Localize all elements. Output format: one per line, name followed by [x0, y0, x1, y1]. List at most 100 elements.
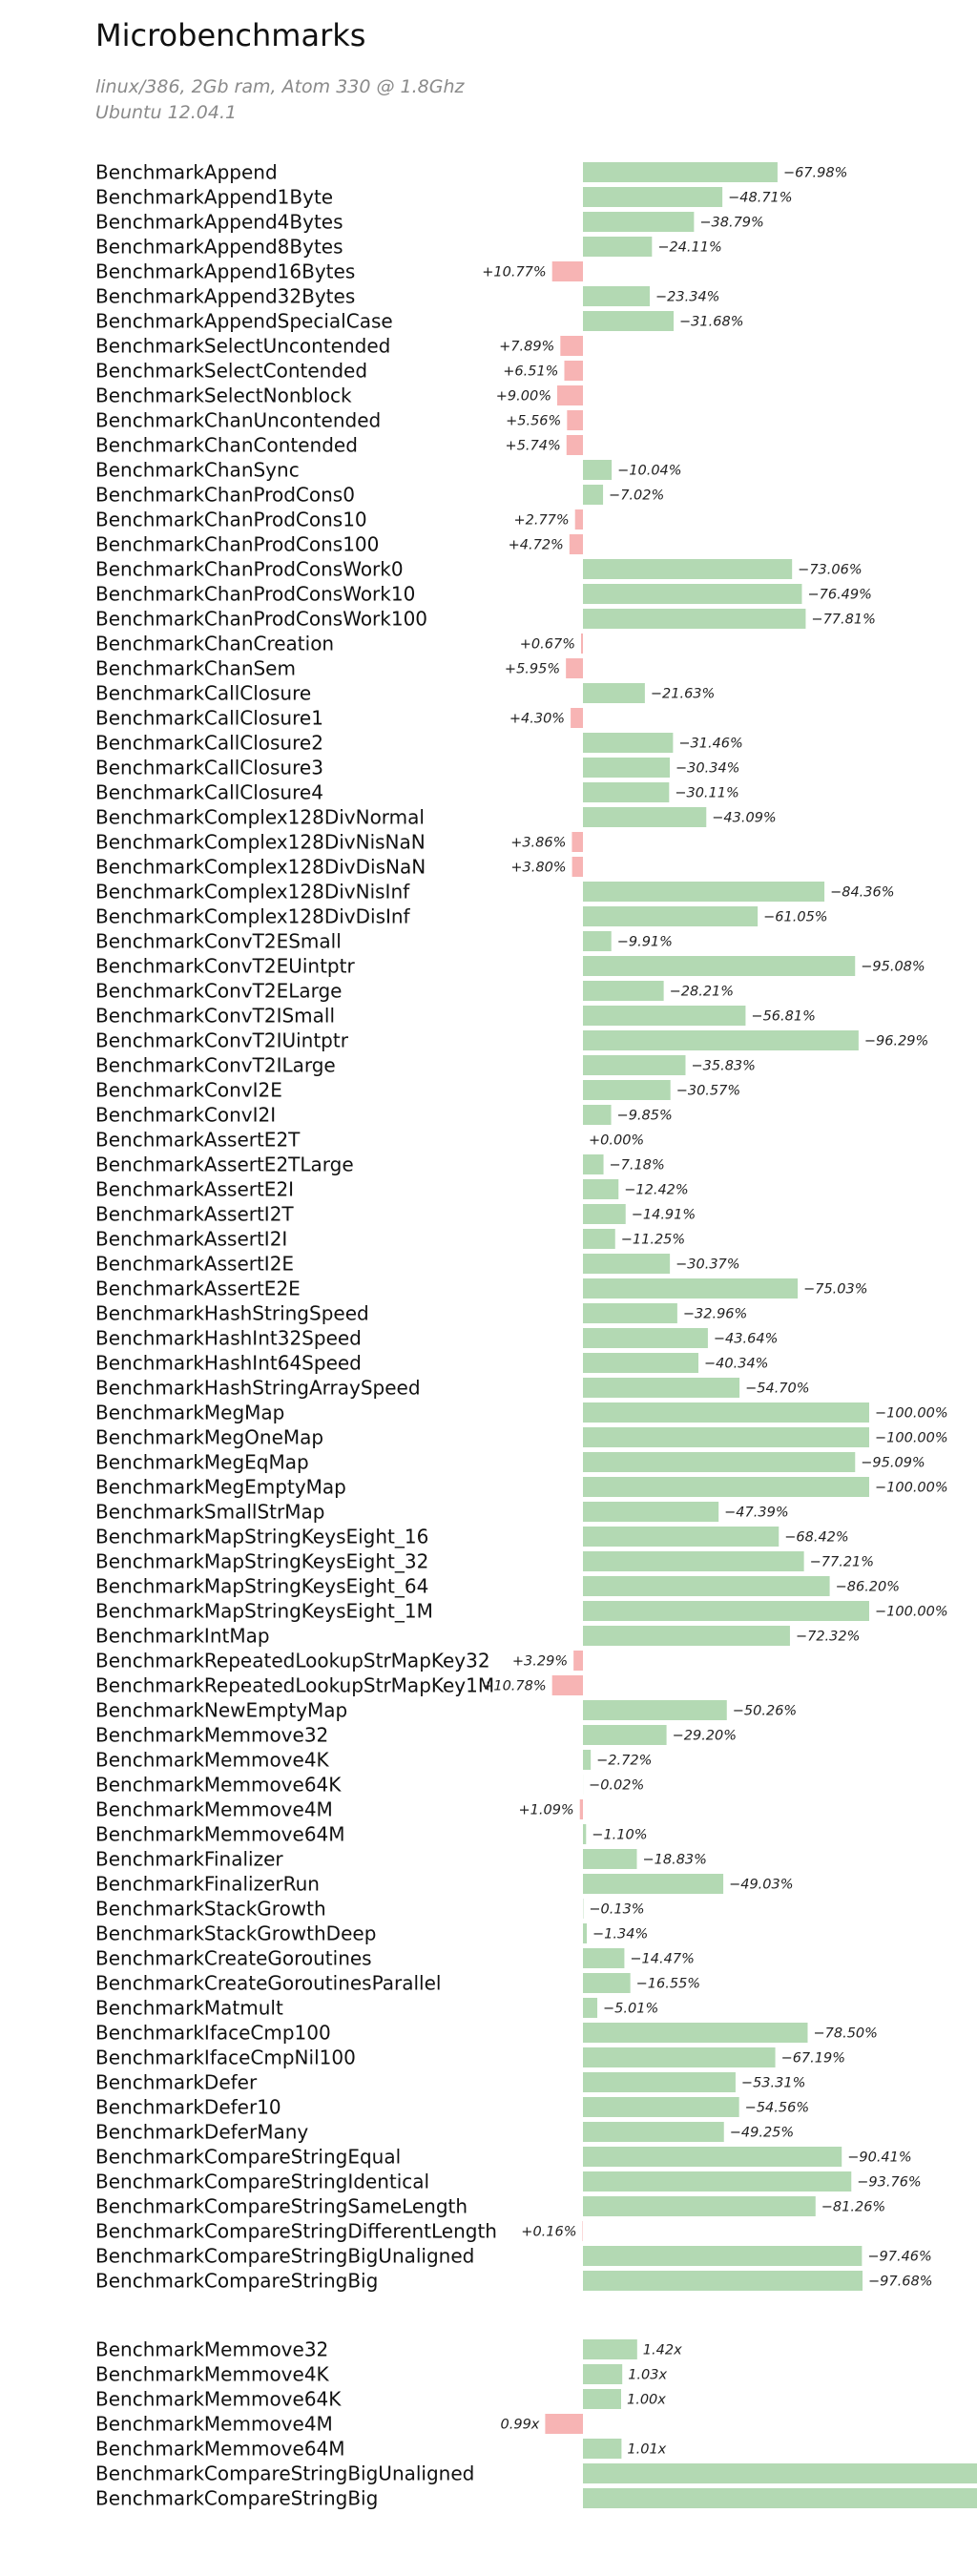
- bar-decrease: [583, 1154, 604, 1174]
- value-label: +5.74%: [506, 439, 561, 454]
- bar-decrease: [583, 1626, 790, 1646]
- category-label: BenchmarkMapStringKeysEight_16: [95, 1526, 428, 1548]
- value-label: −100.00%: [875, 1431, 948, 1446]
- bar-decrease: [583, 1849, 637, 1869]
- ratio-bar-faster: [583, 2439, 622, 2459]
- category-label: BenchmarkMegOneMap: [95, 1426, 323, 1449]
- value-label: −28.21%: [670, 985, 734, 1000]
- category-label: BenchmarkDefer: [95, 2071, 258, 2094]
- value-label: +10.77%: [482, 265, 546, 280]
- category-label: BenchmarkComplex128DivDisInf: [95, 905, 411, 928]
- value-label: −78.50%: [814, 2026, 878, 2042]
- value-label: −86.20%: [836, 1580, 900, 1595]
- ratio-bar-faster: [583, 2364, 623, 2384]
- value-label: −73.06%: [798, 563, 862, 578]
- category-label: BenchmarkCallClosure3: [95, 757, 323, 779]
- category-label: BenchmarkCompareStringSameLength: [95, 2195, 468, 2218]
- bar-increase: [551, 1675, 583, 1695]
- category-label: BenchmarkAssertI2T: [95, 1203, 294, 1226]
- subtitle-os: Ubuntu 12.04.1: [95, 102, 238, 123]
- category-label: BenchmarkDeferMany: [95, 2121, 308, 2144]
- bar-decrease: [583, 162, 778, 182]
- bar-decrease: [583, 1601, 869, 1621]
- value-label: −43.09%: [712, 811, 776, 826]
- bar-increase: [572, 832, 583, 852]
- bar-decrease: [583, 807, 707, 827]
- value-label: −97.46%: [867, 2250, 931, 2265]
- bar-increase: [551, 261, 583, 281]
- bar-decrease: [583, 1923, 588, 1943]
- category-label: BenchmarkHashStringSpeed: [95, 1302, 369, 1325]
- category-label: BenchmarkConvI2E: [95, 1079, 282, 1102]
- bar-decrease: [583, 1402, 869, 1423]
- bar-decrease: [583, 609, 806, 629]
- category-label: BenchmarkCompareStringDifferentLength: [95, 2220, 497, 2243]
- value-label: +2.77%: [513, 513, 569, 529]
- bar-decrease: [583, 237, 653, 257]
- value-label: −2.72%: [596, 1754, 652, 1769]
- category-label: BenchmarkChanContended: [95, 434, 358, 457]
- value-label: −100.00%: [875, 1481, 948, 1496]
- bar-decrease: [583, 2246, 863, 2266]
- category-label: BenchmarkMemmove64K: [95, 1774, 342, 1797]
- bar-decrease: [583, 1948, 625, 1968]
- bar-decrease: [583, 1204, 626, 1224]
- category-label: BenchmarkSelectContended: [95, 360, 367, 383]
- value-label: −81.26%: [821, 2200, 885, 2215]
- value-label: −75.03%: [803, 1282, 867, 1298]
- bar-decrease: [583, 1874, 724, 1894]
- category-label: BenchmarkConvI2I: [95, 1104, 276, 1127]
- value-label: 1.42x: [643, 2343, 682, 2358]
- bar-increase: [573, 1651, 583, 1671]
- bar-decrease: [583, 2047, 776, 2067]
- category-label: BenchmarkAssertE2E: [95, 1278, 301, 1300]
- bar-increase: [569, 534, 583, 554]
- category-label: BenchmarkMemmove64M: [95, 2438, 345, 2461]
- value-label: −40.34%: [704, 1357, 768, 1372]
- value-label: −56.81%: [751, 1009, 815, 1025]
- category-label: BenchmarkAssertE2I: [95, 1178, 294, 1201]
- value-label: −0.02%: [589, 1778, 644, 1794]
- category-label: BenchmarkAssertE2T: [95, 1129, 301, 1152]
- category-label: BenchmarkAppend32Bytes: [95, 285, 355, 308]
- bar-decrease: [583, 931, 612, 951]
- value-label: −0.13%: [589, 1902, 644, 1918]
- bar-decrease: [583, 1502, 719, 1522]
- bar-decrease: [583, 1030, 859, 1050]
- category-label: BenchmarkStackGrowth: [95, 1898, 326, 1921]
- category-label: BenchmarkChanProdCons0: [95, 484, 355, 507]
- value-label: −100.00%: [875, 1406, 948, 1422]
- bar-increase: [567, 410, 583, 430]
- category-label: BenchmarkRepeatedLookupStrMapKey1M: [95, 1674, 494, 1697]
- bar-increase: [560, 336, 583, 356]
- value-label: −54.56%: [745, 2101, 809, 2116]
- bar-decrease: [583, 1551, 804, 1571]
- value-label: −23.34%: [655, 290, 719, 305]
- category-label: BenchmarkAppendSpecialCase: [95, 310, 393, 333]
- bar-decrease: [583, 1527, 780, 1547]
- value-label: −18.83%: [642, 1853, 706, 1868]
- value-label: 0.99x: [501, 2418, 540, 2433]
- value-label: +3.80%: [510, 861, 566, 876]
- category-label: BenchmarkChanSem: [95, 657, 296, 680]
- category-label: BenchmarkRepeatedLookupStrMapKey32: [95, 1650, 490, 1672]
- bar-increase: [574, 509, 583, 530]
- bar-decrease: [583, 1229, 615, 1249]
- bar-decrease: [583, 956, 856, 976]
- value-label: −12.42%: [624, 1183, 688, 1198]
- category-label: BenchmarkCompareStringEqual: [95, 2146, 401, 2169]
- bar-decrease: [583, 584, 802, 604]
- category-label: BenchmarkConvT2ILarge: [95, 1054, 336, 1077]
- category-label: BenchmarkFinalizer: [95, 1848, 283, 1871]
- value-label: 1.00x: [627, 2393, 666, 2408]
- value-label: −84.36%: [830, 885, 894, 901]
- value-label: −7.18%: [610, 1158, 665, 1174]
- value-label: −67.98%: [783, 166, 847, 181]
- category-label: BenchmarkAssertE2TLarge: [95, 1153, 354, 1176]
- value-label: +3.86%: [510, 836, 566, 851]
- category-label: BenchmarkConvT2EUintptr: [95, 955, 355, 978]
- category-label: BenchmarkHashInt64Speed: [95, 1352, 362, 1375]
- bar-decrease: [583, 1427, 869, 1447]
- bar-decrease: [583, 981, 664, 1001]
- value-label: −95.08%: [861, 960, 925, 975]
